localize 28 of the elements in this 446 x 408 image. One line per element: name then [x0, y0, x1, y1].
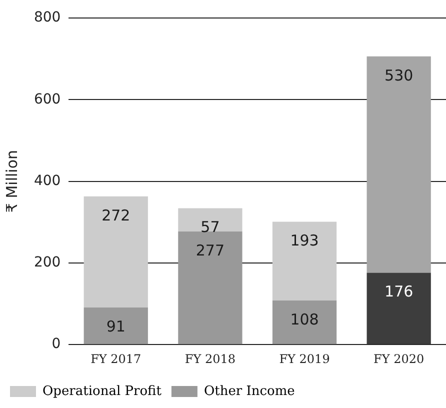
- x-tick-label: FY 2020: [374, 352, 424, 366]
- bar: [272, 222, 337, 301]
- y-tick-label: 400: [34, 172, 61, 189]
- y-tick-label: 200: [34, 254, 61, 271]
- legend-label: Operational Profit: [42, 384, 162, 399]
- x-tick-label: FY 2017: [90, 352, 142, 366]
- bar: [272, 300, 337, 344]
- x-tick-label: FY 2019: [279, 352, 330, 366]
- data-label: 176: [384, 282, 414, 301]
- y-tick-label: 0: [52, 336, 61, 352]
- y-tick-label: 600: [34, 91, 61, 108]
- data-label: 193: [290, 232, 319, 250]
- data-label: 57: [200, 218, 220, 236]
- bar: [178, 208, 242, 232]
- data-label: 530: [384, 66, 414, 84]
- data-label: 91: [106, 317, 126, 336]
- bar: [366, 56, 431, 273]
- bar: [366, 272, 431, 344]
- x-tick-label: FY 2018: [184, 352, 236, 366]
- legend-label: Other Income: [204, 384, 296, 399]
- data-label: 272: [102, 206, 130, 224]
- bar: [178, 232, 242, 344]
- y-axis-title: ₹ Million: [2, 150, 21, 213]
- bar: [84, 307, 148, 344]
- y-tick-label: 800: [34, 10, 61, 26]
- data-label: 277: [196, 241, 225, 260]
- bar: [84, 196, 148, 308]
- data-label: 108: [290, 310, 319, 328]
